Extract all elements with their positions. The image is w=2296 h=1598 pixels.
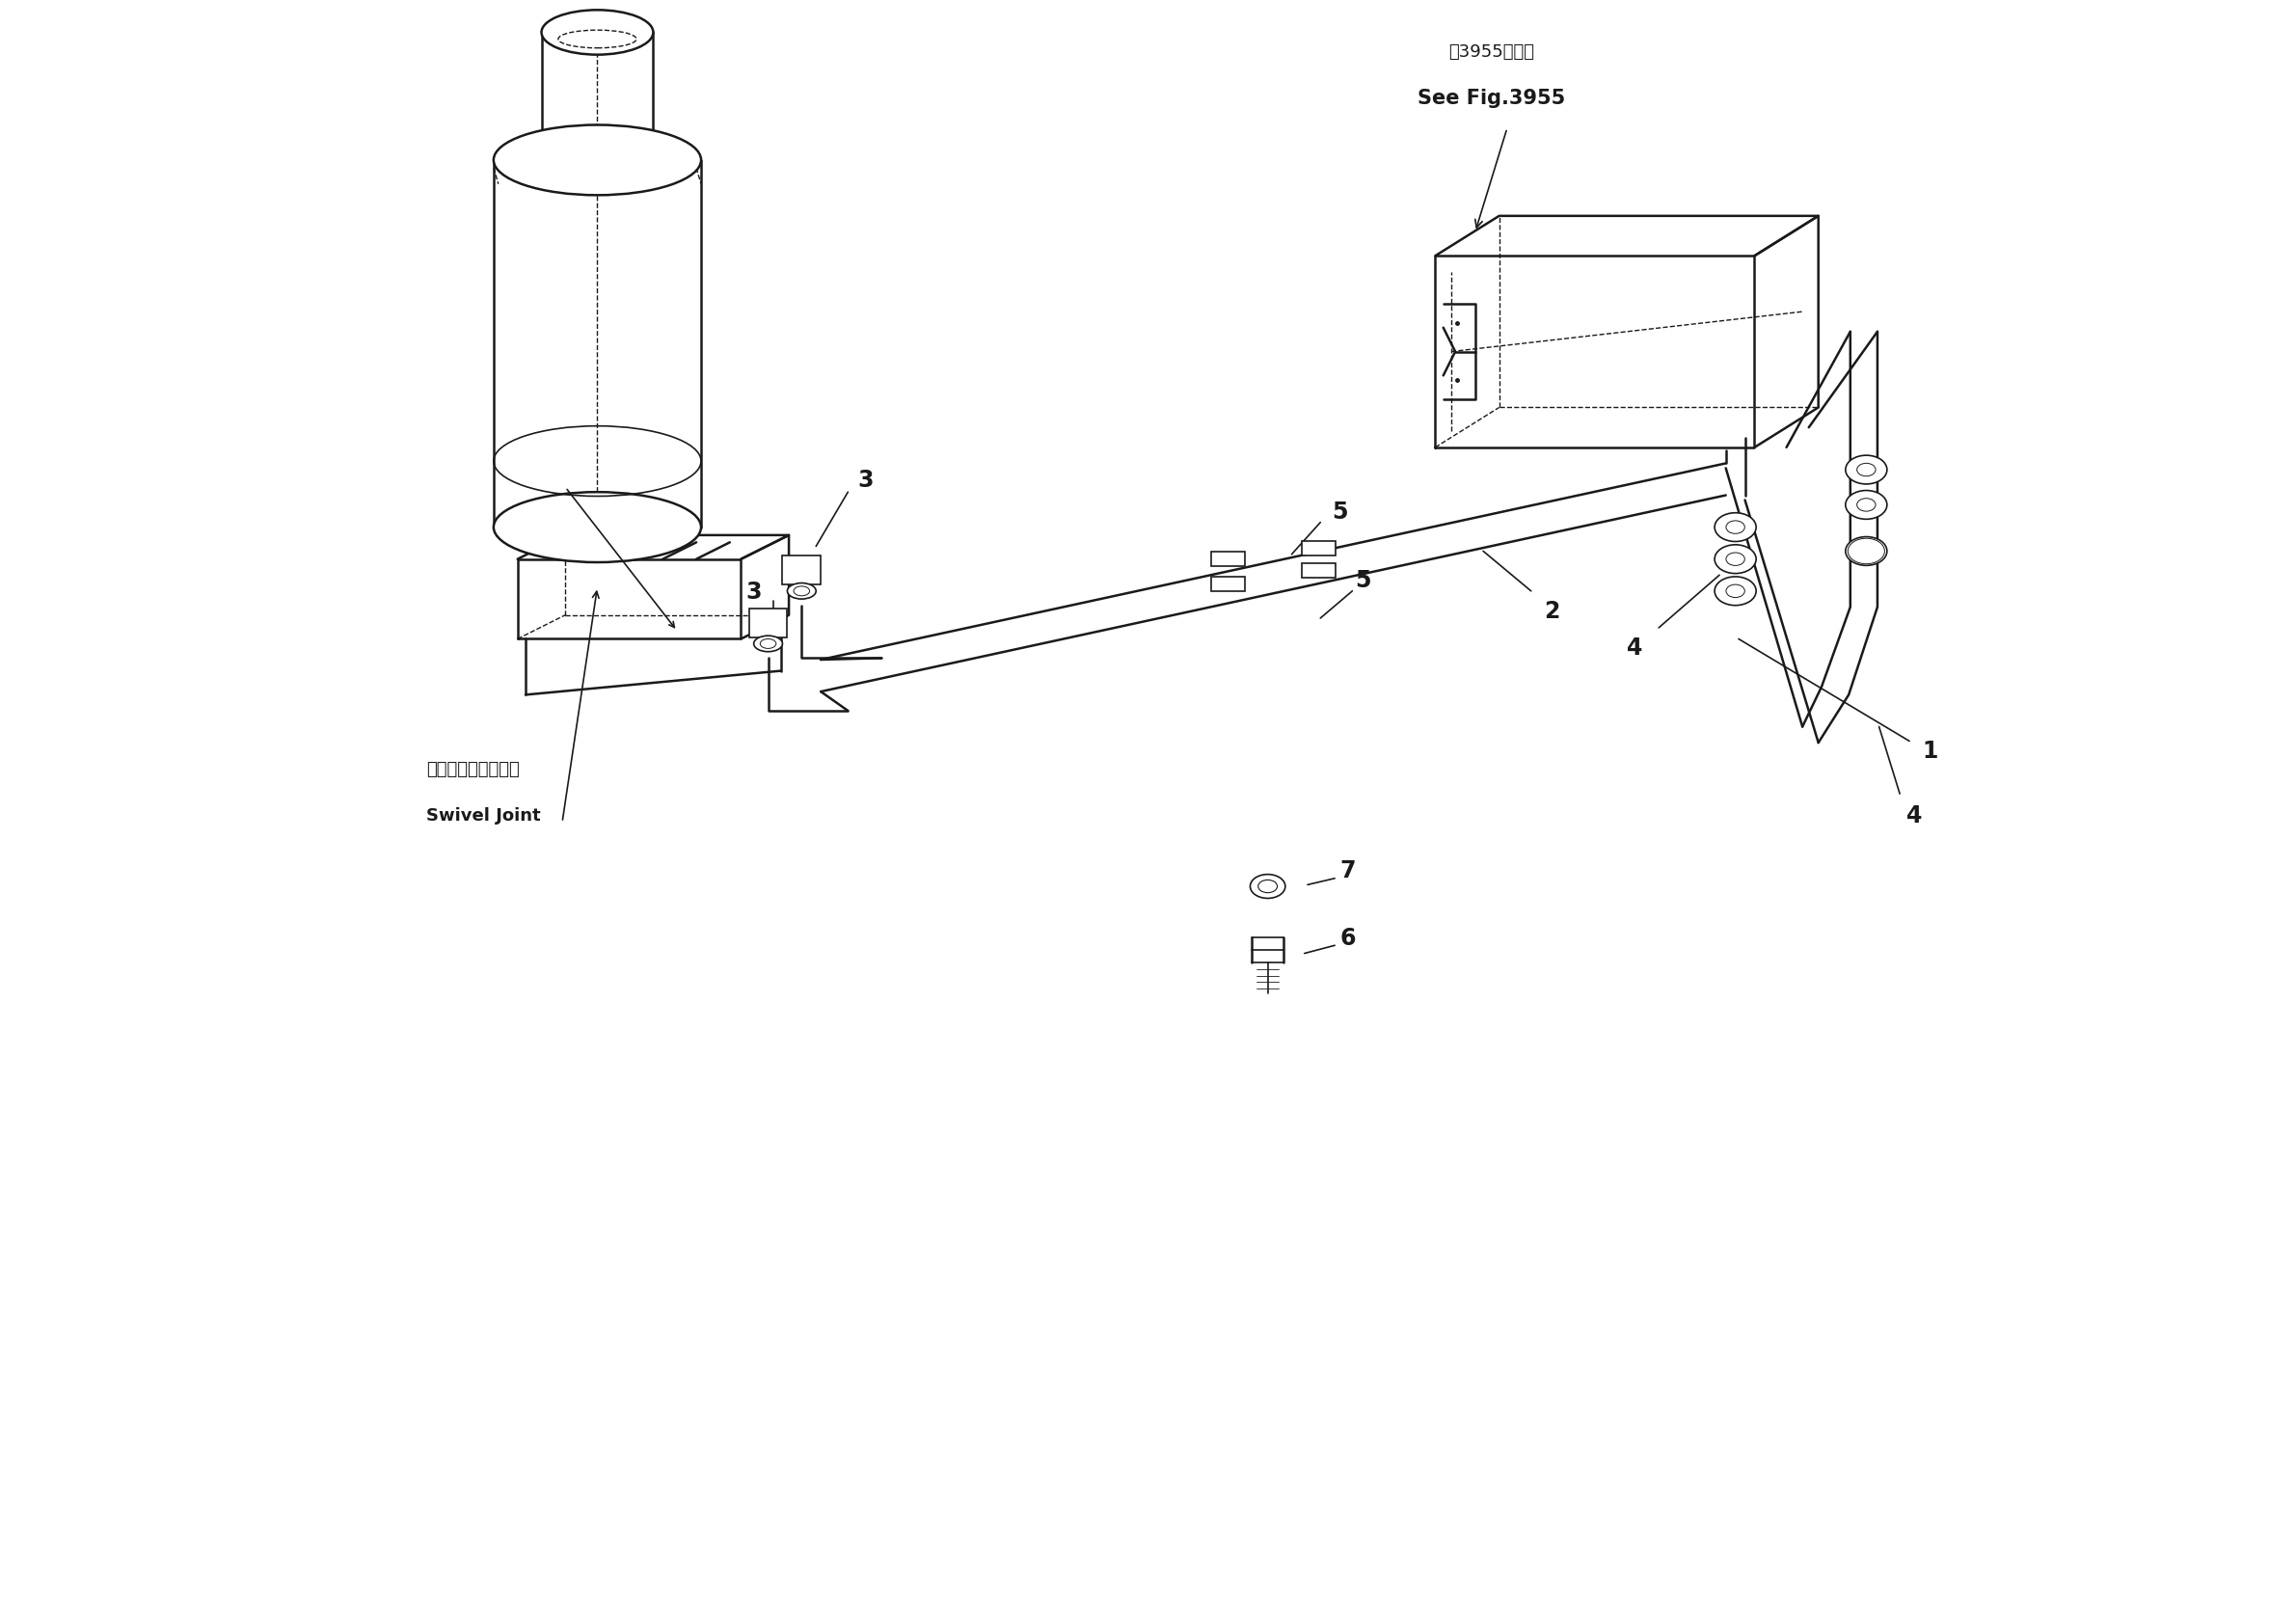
Text: 2: 2	[1543, 599, 1559, 622]
Bar	[1212, 551, 1244, 566]
Ellipse shape	[494, 126, 700, 197]
Ellipse shape	[542, 139, 652, 184]
Text: 3: 3	[856, 468, 872, 492]
Ellipse shape	[1846, 455, 1887, 484]
Text: 7: 7	[1339, 860, 1355, 882]
Ellipse shape	[1715, 545, 1756, 574]
Text: See Fig.3955: See Fig.3955	[1417, 89, 1566, 109]
Bar	[1302, 564, 1336, 578]
Text: 6: 6	[1339, 927, 1355, 949]
Ellipse shape	[1249, 874, 1286, 898]
Ellipse shape	[494, 492, 700, 562]
Text: 1: 1	[1922, 740, 1938, 762]
Bar	[1302, 542, 1336, 556]
Text: 4: 4	[1628, 636, 1642, 658]
Text: スイベルジョイント: スイベルジョイント	[427, 761, 519, 778]
Bar	[748, 609, 788, 638]
Text: 5: 5	[1332, 500, 1348, 524]
Ellipse shape	[1846, 537, 1887, 566]
Ellipse shape	[753, 636, 783, 652]
Ellipse shape	[1715, 513, 1756, 542]
Text: 3: 3	[746, 580, 762, 602]
Bar	[783, 556, 820, 585]
Bar	[1212, 577, 1244, 591]
Ellipse shape	[788, 583, 815, 599]
Text: 第3955図参照: 第3955図参照	[1449, 43, 1534, 61]
Text: 4: 4	[1906, 804, 1922, 826]
Ellipse shape	[542, 11, 652, 56]
Text: 5: 5	[1355, 569, 1371, 591]
Text: Swivel Joint: Swivel Joint	[427, 807, 542, 825]
Ellipse shape	[1715, 577, 1756, 606]
Ellipse shape	[1846, 491, 1887, 519]
